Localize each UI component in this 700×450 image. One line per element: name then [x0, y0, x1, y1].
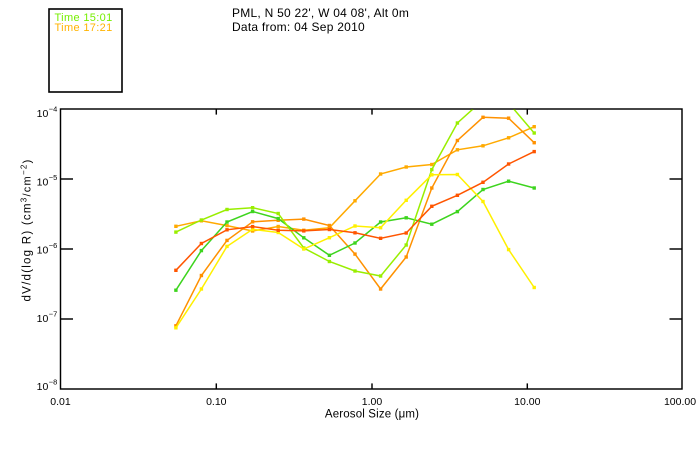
svg-text:10: 10	[37, 176, 49, 188]
svg-text:1.00: 1.00	[362, 396, 383, 408]
svg-text:−7: −7	[49, 309, 58, 318]
svg-text:10: 10	[37, 245, 49, 257]
svg-text:Time 15:01: Time 15:01	[55, 12, 113, 24]
svg-text:Time 17:21: Time 17:21	[55, 22, 113, 34]
svg-text:10: 10	[37, 313, 49, 325]
svg-text:Data from: 04 Sep 2010: Data from: 04 Sep 2010	[232, 20, 365, 34]
svg-text:PML, N 50 22', W 04 08', Alt 0: PML, N 50 22', W 04 08', Alt 0m	[232, 6, 409, 20]
svg-text:dV/d(log R) (cm3/cm−2): dV/d(log R) (cm3/cm−2)	[20, 158, 34, 301]
svg-text:−4: −4	[49, 105, 58, 114]
svg-text:10: 10	[37, 108, 49, 120]
svg-text:−6: −6	[49, 241, 58, 250]
svg-text:Aerosol Size (μm): Aerosol Size (μm)	[325, 409, 419, 421]
svg-text:0.01: 0.01	[50, 396, 71, 408]
svg-text:10: 10	[37, 381, 49, 393]
svg-text:−8: −8	[49, 378, 58, 387]
svg-text:−5: −5	[49, 173, 58, 182]
svg-text:0.10: 0.10	[206, 396, 227, 408]
svg-text:10.00: 10.00	[514, 396, 540, 408]
svg-text:100.00: 100.00	[664, 396, 696, 408]
